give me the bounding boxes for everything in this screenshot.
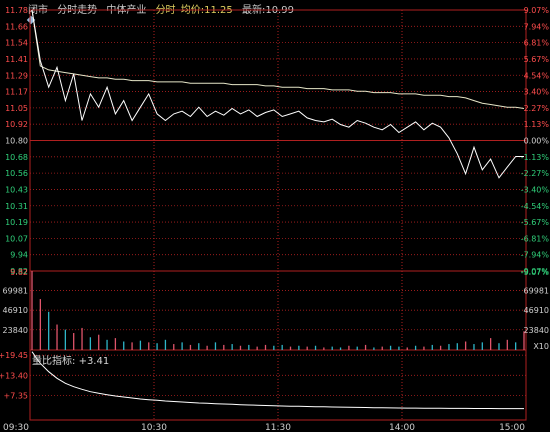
percent-tick-label: -1.13% (521, 153, 550, 162)
price-tick-label: 11.17 (5, 88, 28, 97)
volume-tick-label: 69981 (3, 287, 28, 296)
percent-tick-label: 3.40% (524, 88, 550, 97)
price-tick-label: 10.31 (5, 202, 28, 211)
volume-ratio-line (31, 351, 524, 410)
volume-ratio-value: +3.41 (78, 356, 110, 367)
price-tick-label: 10.19 (5, 218, 28, 227)
volume-right-label: 23840 (524, 326, 549, 335)
time-tick-label: 11:30 (265, 423, 291, 432)
price-tick-label: 10.92 (5, 120, 28, 129)
percent-tick-label: -9.07% (521, 267, 550, 276)
volume-right-label: X10 (533, 342, 549, 351)
percent-tick-label: 7.94% (524, 22, 550, 31)
volume-ratio-header: 量比指标: +3.41 (32, 352, 109, 367)
price-tick-label: 11.78 (5, 6, 28, 15)
price-tick-label: 10.56 (5, 169, 28, 178)
price-tick-label: 10.43 (5, 185, 28, 194)
percent-tick-label: 1.13% (524, 120, 550, 129)
time-tick-label: 15:00 (499, 423, 525, 432)
volume-right-label: 69981 (524, 287, 549, 296)
time-tick-label: 09:30 (3, 423, 29, 432)
price-tick-label: 10.80 (5, 137, 28, 146)
price-tick-label: 10.07 (5, 234, 28, 243)
price-tick-label: 9.82 (10, 267, 28, 276)
volume-ratio-label: 量比指标: (32, 356, 76, 367)
price-tick-label: 10.68 (5, 153, 28, 162)
price-tick-label: 11.29 (5, 71, 28, 80)
average-price-line (31, 9, 525, 109)
percent-tick-label: 6.81% (524, 39, 550, 48)
percent-tick-label: 4.54% (524, 71, 550, 80)
volume-top-label: 9.82 (10, 268, 28, 277)
percent-tick-label: -2.27% (521, 169, 550, 178)
volume-tick-label: 23840 (3, 326, 28, 335)
volume-top-right-label: -9.07% (521, 268, 550, 277)
percent-tick-label: -4.54% (521, 202, 550, 211)
percent-tick-label: -6.81% (521, 234, 550, 243)
price-tick-label: 11.54 (5, 39, 28, 48)
percent-tick-label: 5.67% (524, 55, 550, 64)
percent-tick-label: -7.94% (521, 251, 550, 260)
percent-tick-label: 0.00% (524, 137, 550, 146)
percent-tick-label: 9.07% (524, 6, 550, 15)
ratio-tick-label: +13.40 (0, 371, 28, 380)
time-tick-label: 14:00 (389, 423, 415, 432)
price-line (31, 9, 524, 179)
percent-tick-label: -5.67% (521, 218, 550, 227)
percent-tick-label: 2.27% (524, 104, 550, 113)
ratio-tick-label: +19.45 (0, 351, 28, 360)
time-tick-label: 10:30 (141, 423, 167, 432)
price-tick-label: 9.94 (10, 251, 28, 260)
price-tick-label: 11.66 (5, 22, 28, 31)
volume-right-label: 46910 (524, 306, 549, 315)
price-tick-label: 11.05 (5, 104, 28, 113)
price-tick-label: 11.41 (5, 55, 28, 64)
ratio-tick-label: +7.35 (3, 392, 28, 401)
volume-tick-label: 46910 (3, 306, 28, 315)
percent-tick-label: -3.40% (521, 185, 550, 194)
